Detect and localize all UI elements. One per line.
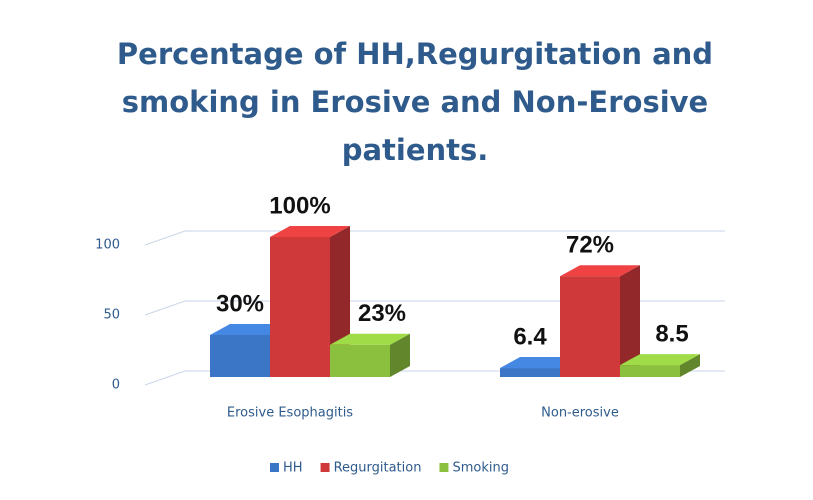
- bar: [620, 354, 700, 377]
- bar-top: [330, 333, 410, 345]
- bar-front: [500, 368, 560, 377]
- legend-label: Smoking: [452, 461, 509, 476]
- bar: [270, 226, 350, 377]
- legend-swatch: [439, 463, 449, 472]
- bar-top: [620, 354, 700, 366]
- bar-top: [270, 226, 350, 237]
- x-tick-label: Non-erosive: [541, 406, 619, 421]
- value-label: 100%: [269, 192, 330, 219]
- y-tick-label: 50: [103, 308, 120, 323]
- bar: [560, 265, 640, 377]
- bar-side: [390, 333, 410, 377]
- grid-line: [144, 230, 725, 246]
- legend-swatch: [270, 463, 279, 472]
- y-tick-label: 0: [112, 378, 120, 393]
- legend-swatch: [320, 463, 330, 472]
- bar-side: [620, 265, 640, 377]
- bar-side: [680, 354, 700, 377]
- legend-label: Regurgitation: [334, 461, 422, 476]
- value-label: 23%: [358, 300, 406, 327]
- bar-front: [270, 237, 330, 377]
- bar-front: [620, 365, 680, 377]
- grid-line: [144, 300, 725, 316]
- value-label: 8.5: [655, 320, 688, 347]
- bar: [330, 333, 410, 377]
- bar-front: [560, 276, 620, 377]
- value-label: 30%: [216, 290, 264, 317]
- legend-label: HH: [283, 461, 303, 476]
- y-tick-label: 100: [95, 238, 120, 253]
- chart-title: Percentage of HH,Regurgitation and smoki…: [116, 37, 714, 167]
- value-label: 6.4: [513, 323, 547, 350]
- bar-front: [210, 335, 270, 377]
- x-tick-label: Erosive Esophagitis: [227, 406, 353, 421]
- bar-top: [560, 265, 640, 277]
- value-label: 72%: [566, 232, 614, 259]
- bar-front: [330, 344, 390, 377]
